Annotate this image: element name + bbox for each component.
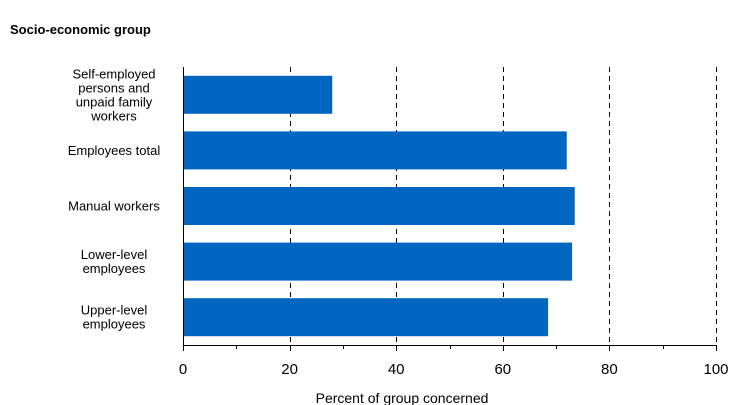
bar-3 [183, 242, 573, 281]
category-label-line: Self-employed [72, 66, 155, 81]
category-label-line: Employees total [68, 143, 161, 158]
category-label-line: Upper-level [81, 303, 148, 318]
category-label-line: Manual workers [68, 199, 160, 214]
category-label-2: Manual workers [68, 199, 160, 214]
category-label-line: unpaid family [76, 94, 153, 109]
bar-1 [183, 131, 567, 170]
bars [183, 75, 575, 337]
category-label-1: Employees total [68, 143, 161, 158]
axes: 0 20 40 60 80 100 [179, 67, 729, 378]
category-label-4: Upper-level employees [81, 303, 148, 332]
bar-2 [183, 187, 575, 225]
x-axis-title: Percent of group concerned [316, 390, 489, 405]
bar-0 [183, 75, 333, 114]
category-label-line: Lower-level [81, 247, 148, 262]
category-labels: Self-employed persons and unpaid family wor… [68, 66, 161, 331]
category-label-line: persons and [78, 80, 150, 95]
category-label-line: employees [83, 317, 146, 332]
x-tick-label-80: 80 [601, 361, 618, 378]
x-tick-label-60: 60 [494, 361, 511, 378]
x-tick-label-0: 0 [179, 361, 187, 378]
x-tick-label-40: 40 [388, 361, 405, 378]
category-label-0: Self-employed persons and unpaid family wor… [72, 66, 155, 123]
category-label-line: employees [83, 261, 146, 276]
category-label-line: workers [90, 108, 137, 123]
x-tick-label-100: 100 [703, 361, 728, 378]
chart-title: Socio-economic group [10, 22, 151, 37]
category-label-3: Lower-level employees [81, 247, 148, 276]
x-tick-label-20: 20 [281, 361, 298, 378]
bar-4 [183, 298, 549, 337]
